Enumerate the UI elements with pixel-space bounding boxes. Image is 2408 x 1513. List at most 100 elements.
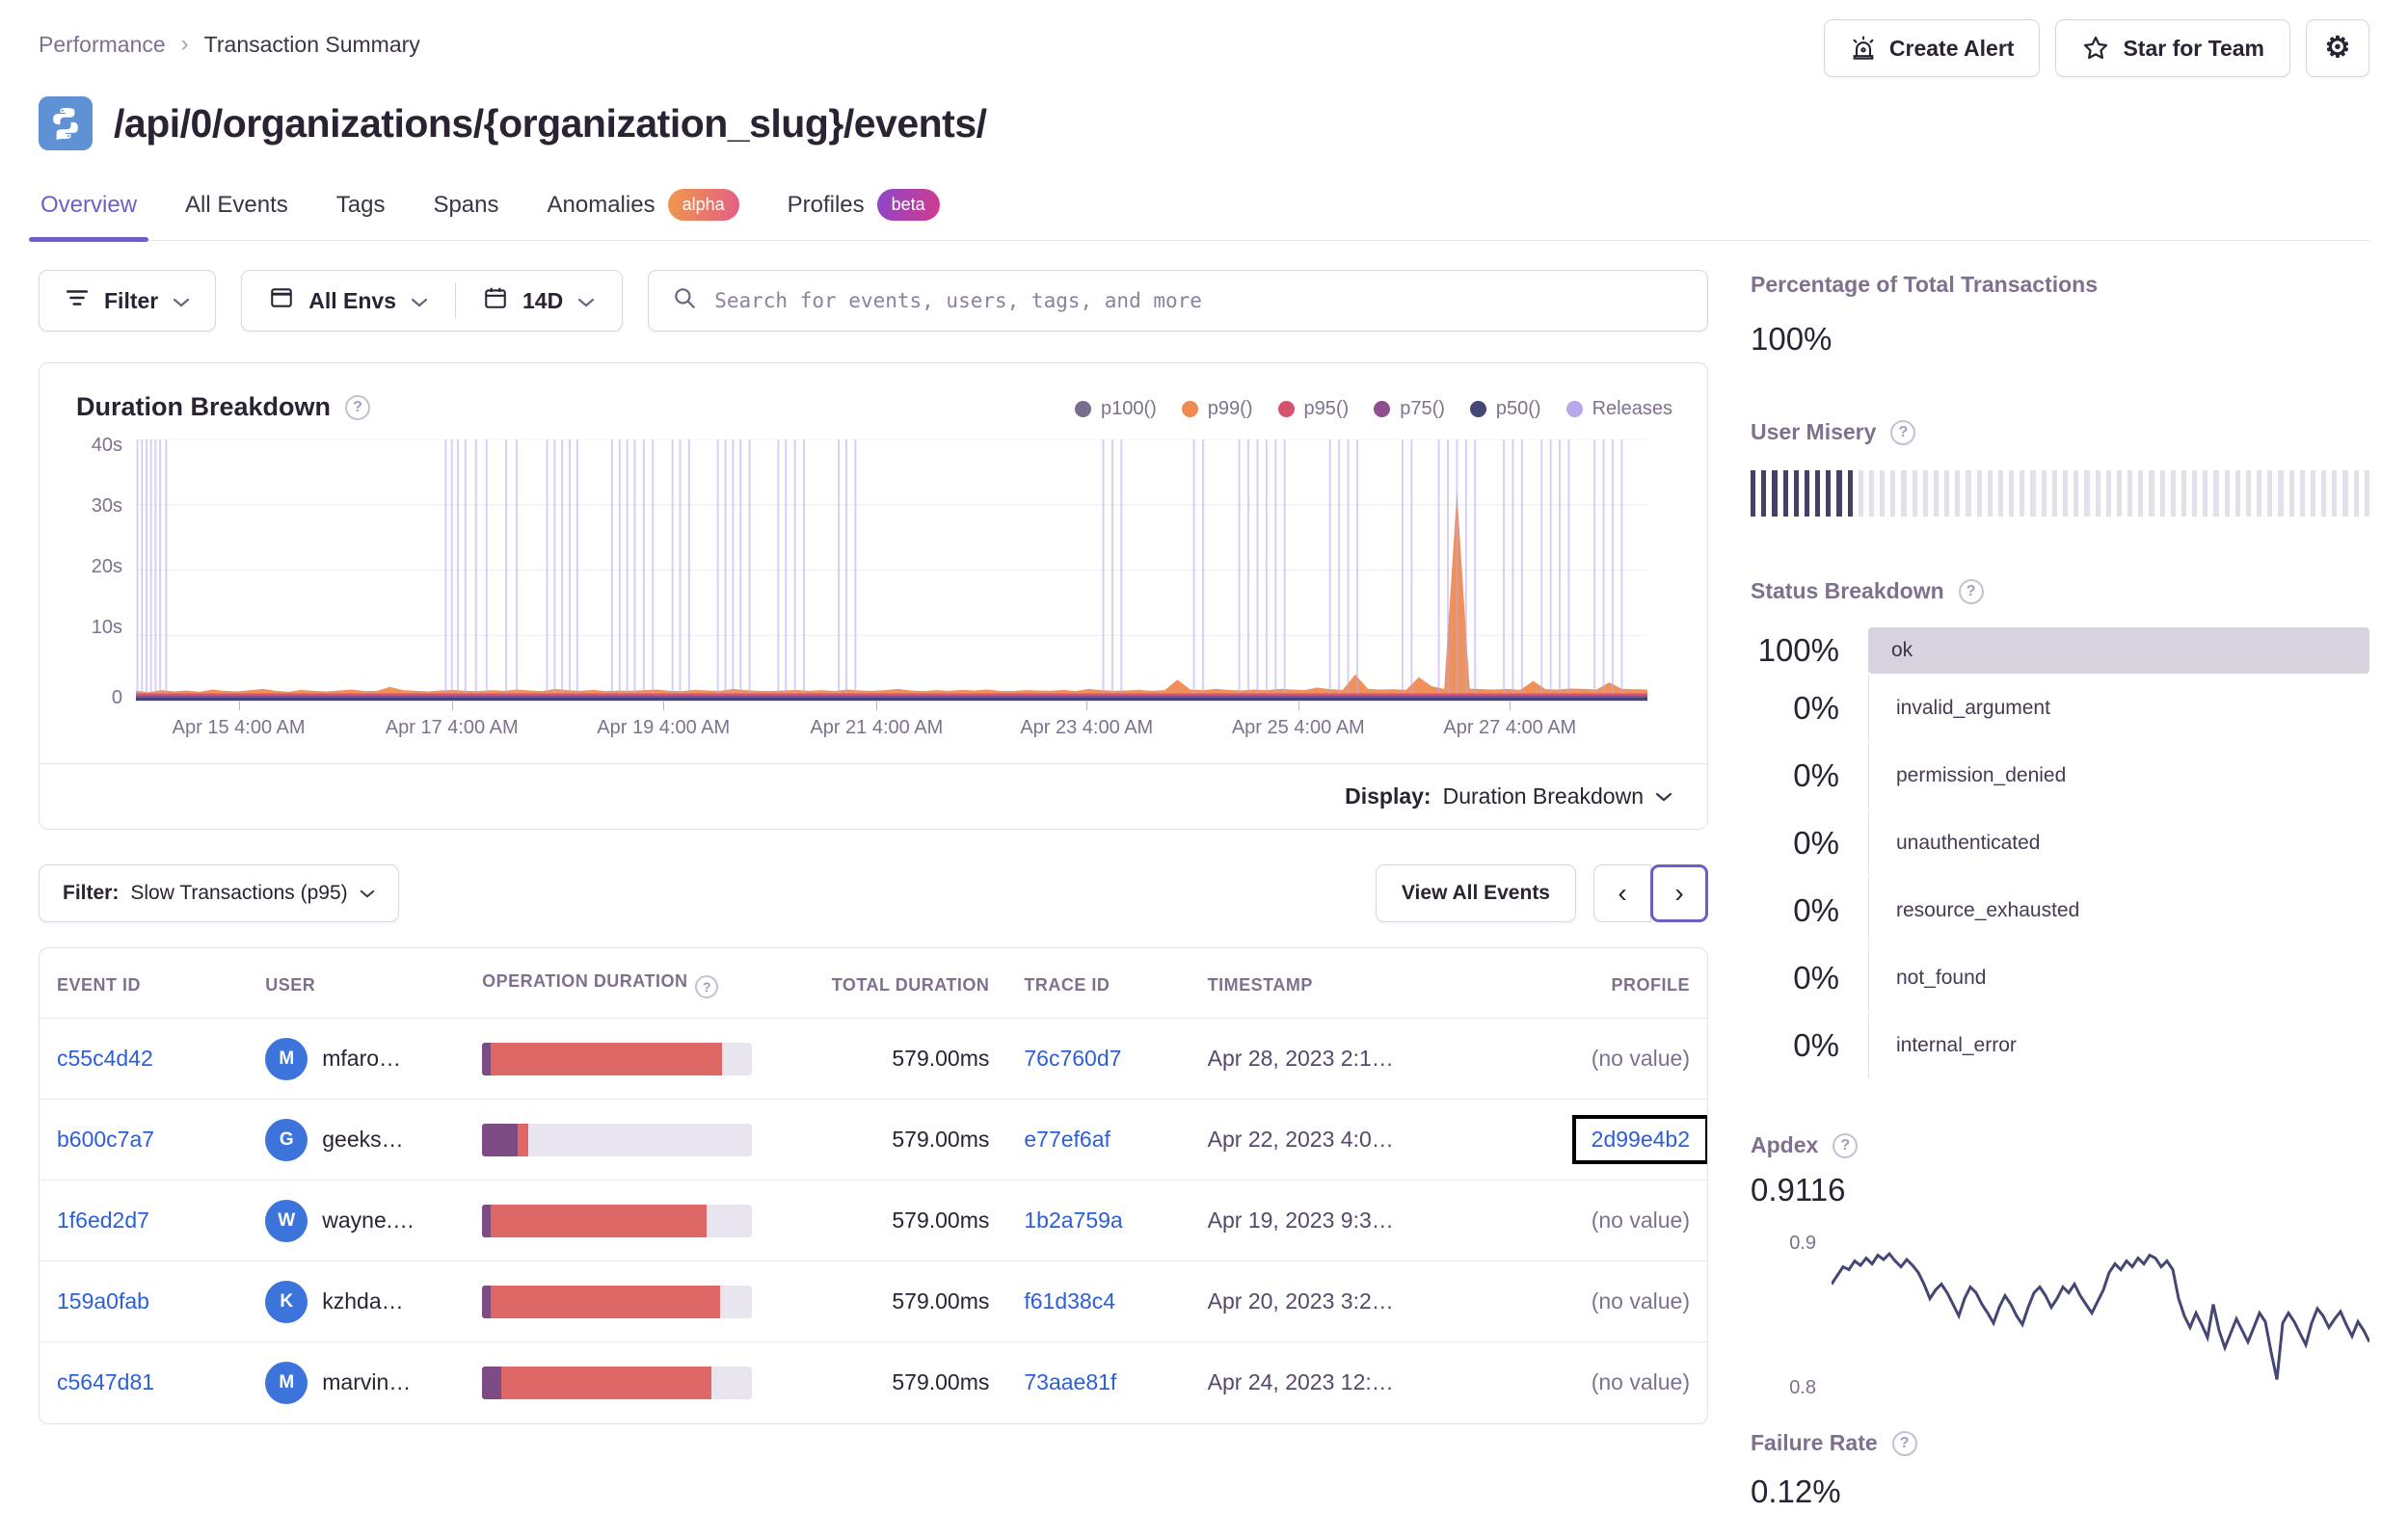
total-duration-cell: 579.00ms bbox=[789, 1341, 1007, 1423]
help-icon[interactable]: ? bbox=[1891, 1430, 1917, 1456]
status-percent: 0% bbox=[1793, 892, 1839, 928]
operation-duration-cell bbox=[465, 1261, 790, 1342]
misery-tick bbox=[1847, 470, 1853, 517]
duration-chart-plot[interactable] bbox=[136, 439, 1647, 702]
total-duration-cell: 579.00ms bbox=[789, 1018, 1007, 1100]
chart-plot-row: 40s 30s 20s 10s 0 bbox=[40, 435, 1707, 707]
help-icon[interactable]: ? bbox=[695, 975, 719, 998]
event-id-link[interactable]: c5647d81 bbox=[57, 1369, 155, 1395]
misery-tick bbox=[2245, 470, 2252, 517]
chart-title: Duration Breakdown bbox=[76, 392, 332, 421]
legend-dot bbox=[1074, 401, 1091, 417]
timestamp-cell: Apr 20, 2023 3:2… bbox=[1190, 1261, 1466, 1342]
environment-selector[interactable]: All Envs bbox=[242, 271, 455, 331]
x-axis-tick-label: Apr 15 4:00 AM bbox=[172, 717, 306, 738]
main-column: Filter All Envs bbox=[39, 270, 1708, 1510]
failure-rate-heading-label: Failure Rate bbox=[1751, 1430, 1878, 1455]
tab-label: Overview bbox=[40, 191, 138, 218]
trace-id-link[interactable]: 76c760d7 bbox=[1024, 1046, 1122, 1071]
tab-overview[interactable]: Overview bbox=[28, 185, 149, 242]
tab-all-events[interactable]: All Events bbox=[183, 185, 290, 240]
profile-link[interactable]: 2d99e4b2 bbox=[1591, 1127, 1690, 1152]
legend-item-p99[interactable]: p99() bbox=[1181, 398, 1253, 420]
search-input[interactable] bbox=[712, 288, 1684, 313]
slow-transactions-filter[interactable]: Filter: Slow Transactions (p95) bbox=[39, 864, 399, 922]
display-selector[interactable]: Duration Breakdown bbox=[1443, 783, 1672, 810]
user-name: mfaro… bbox=[322, 1046, 402, 1071]
event-id-link[interactable]: b600c7a7 bbox=[57, 1127, 155, 1152]
breadcrumb-current: Transaction Summary bbox=[203, 31, 420, 57]
trace-id-link[interactable]: e77ef6af bbox=[1024, 1127, 1110, 1152]
op-segment-purple bbox=[482, 1285, 491, 1318]
breadcrumb-performance[interactable]: Performance bbox=[39, 31, 166, 57]
trace-id-link[interactable]: f61d38c4 bbox=[1024, 1288, 1116, 1314]
event-id-link[interactable]: 1f6ed2d7 bbox=[57, 1208, 149, 1233]
settings-button[interactable]: ⚙ bbox=[2306, 19, 2369, 77]
misery-tick bbox=[2149, 470, 2154, 517]
help-icon[interactable]: ? bbox=[1833, 1132, 1859, 1158]
help-icon[interactable]: ? bbox=[345, 394, 371, 420]
status-breakdown-heading: Status Breakdown ? bbox=[1751, 578, 2369, 604]
y-axis-tick: 40s bbox=[91, 435, 122, 456]
profile-cell: 2d99e4b2 bbox=[1465, 1099, 1707, 1181]
display-label: Display: bbox=[1345, 783, 1431, 809]
duration-breakdown-card: Duration Breakdown ? p100() p99() p95() p75… bbox=[39, 362, 1708, 830]
legend-item-p100[interactable]: p100() bbox=[1074, 398, 1157, 420]
user-misery-bar bbox=[1751, 470, 2369, 517]
window-icon bbox=[269, 285, 294, 316]
profile-cell: (no value) bbox=[1465, 1180, 1707, 1261]
column-header-event-id: Event ID bbox=[57, 974, 142, 995]
view-all-events-button[interactable]: View All Events bbox=[1375, 864, 1576, 922]
operation-duration-bar bbox=[482, 1366, 753, 1399]
tab-anomalies[interactable]: Anomalies alpha bbox=[546, 185, 741, 240]
misery-tick bbox=[1901, 470, 1907, 517]
previous-page-button[interactable]: ‹ bbox=[1593, 864, 1651, 922]
star-for-team-button[interactable]: Star for Team bbox=[2055, 19, 2290, 77]
misery-tick bbox=[2127, 470, 2133, 517]
misery-tick bbox=[2181, 470, 2187, 517]
next-page-button[interactable]: › bbox=[1650, 864, 1708, 922]
op-segment-purple bbox=[482, 1366, 501, 1399]
star-icon bbox=[2081, 34, 2110, 63]
trace-id-link[interactable]: 1b2a759a bbox=[1024, 1208, 1123, 1233]
help-icon[interactable]: ? bbox=[1890, 419, 1916, 445]
tab-spans[interactable]: Spans bbox=[431, 185, 500, 240]
misery-tick bbox=[1890, 470, 1896, 517]
user-misery-heading: User Misery ? bbox=[1751, 419, 2369, 445]
event-id-cell: b600c7a7 bbox=[40, 1099, 249, 1181]
trace-id-link[interactable]: 73aae81f bbox=[1024, 1369, 1117, 1395]
timestamp-cell: Apr 19, 2023 9:3… bbox=[1190, 1180, 1466, 1261]
apdex-sparkline-wrap: 0.9 0.8 bbox=[1751, 1222, 2369, 1398]
display-row: Display: Duration Breakdown bbox=[40, 763, 1707, 829]
misery-tick bbox=[1955, 470, 1961, 517]
top-bar: Performance › Transaction Summary Create… bbox=[39, 0, 2369, 77]
x-axis-tick-label: Apr 23 4:00 AM bbox=[1020, 717, 1154, 738]
column-header-profile: Profile bbox=[1611, 974, 1690, 995]
help-icon[interactable]: ? bbox=[1958, 578, 1984, 604]
legend-item-p75[interactable]: p75() bbox=[1374, 398, 1445, 420]
legend-dot bbox=[1181, 401, 1198, 417]
legend-item-p95[interactable]: p95() bbox=[1277, 398, 1349, 420]
tab-tags[interactable]: Tags bbox=[334, 185, 388, 240]
operation-duration-bar bbox=[482, 1204, 753, 1237]
op-segment-purple bbox=[482, 1123, 518, 1156]
legend-item-p50[interactable]: p50() bbox=[1469, 398, 1541, 420]
tab-badge-beta: beta bbox=[876, 189, 940, 221]
legend-item-Releases[interactable]: Releases bbox=[1565, 398, 1672, 420]
create-alert-button[interactable]: Create Alert bbox=[1823, 19, 2041, 77]
filter-dropdown-button[interactable]: Filter bbox=[39, 270, 217, 332]
segment-divider bbox=[455, 281, 456, 320]
event-id-link[interactable]: 159a0fab bbox=[57, 1288, 149, 1314]
misery-tick bbox=[1793, 470, 1799, 517]
misery-tick bbox=[1826, 470, 1832, 517]
date-range-selector[interactable]: 14D bbox=[456, 271, 622, 331]
misery-tick bbox=[1976, 470, 1982, 517]
event-id-link[interactable]: c55c4d42 bbox=[57, 1046, 153, 1071]
tab-label: Spans bbox=[433, 191, 499, 218]
column-header-timestamp: Timestamp bbox=[1207, 974, 1313, 995]
tab-profiles[interactable]: Profiles beta bbox=[786, 185, 942, 240]
user-name: wayne.… bbox=[322, 1208, 415, 1233]
